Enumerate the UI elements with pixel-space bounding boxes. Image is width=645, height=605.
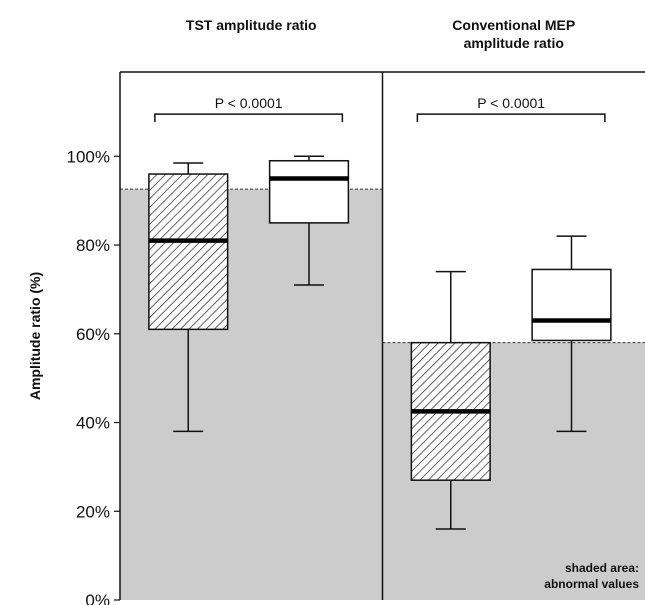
annotation: abnormal values <box>544 577 639 591</box>
box <box>531 268 612 342</box>
y-tick-label: 0% <box>85 591 110 605</box>
box <box>148 173 229 331</box>
panel-title: TST amplitude ratio <box>186 17 317 33</box>
significance-bracket <box>154 113 344 123</box>
panel-title: Conventional MEP <box>452 17 575 33</box>
box <box>268 159 350 224</box>
y-tick-label: 40% <box>76 414 110 433</box>
panel-title: amplitude ratio <box>464 35 564 51</box>
annotation: shaded area: <box>565 561 639 575</box>
y-tick-label: 20% <box>76 502 110 521</box>
y-axis-label: Amplitude ratio (%) <box>27 272 43 400</box>
y-tick-label: 80% <box>76 236 110 255</box>
significance-bracket <box>416 113 606 123</box>
p-value: P < 0.0001 <box>477 95 545 111</box>
y-tick-label: 100% <box>67 147 110 166</box>
y-tick-label: 60% <box>76 325 110 344</box>
p-value: P < 0.0001 <box>215 95 283 111</box>
